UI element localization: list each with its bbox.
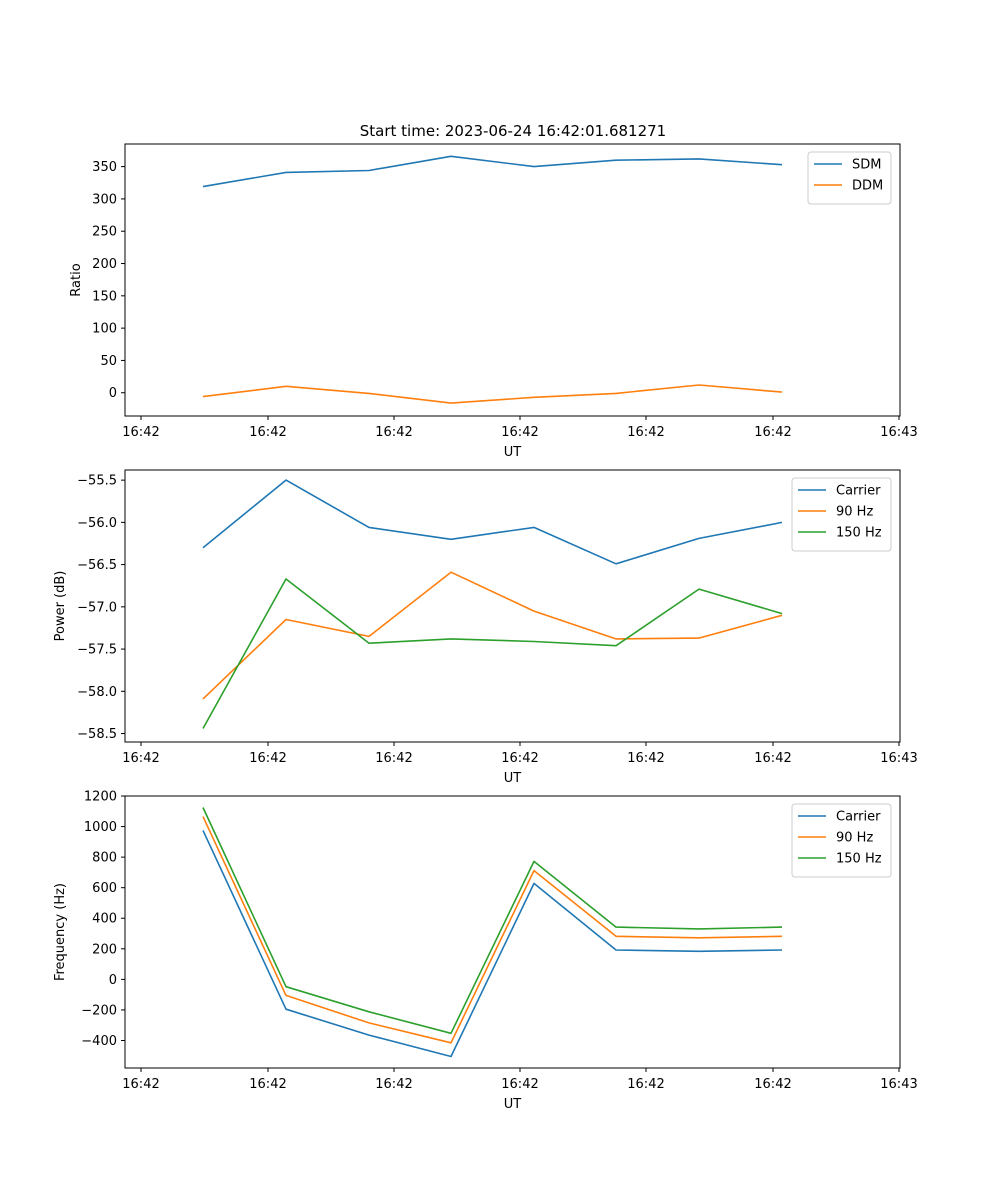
- y-tick-label: 0: [109, 973, 117, 988]
- legend: SDM DDM: [807, 151, 892, 205]
- figure-suptitle: Start time: 2023-06-24 16:42:01.681271: [360, 122, 666, 140]
- x-tick-label: 16:42: [249, 751, 286, 766]
- legend-box: [807, 151, 892, 205]
- y-tick-label: −57.5: [77, 643, 117, 658]
- x-tick-label: 16:42: [501, 425, 538, 440]
- axes-frame: [124, 469, 901, 743]
- legend: Carrier 90 Hz 150 Hz: [791, 803, 892, 878]
- x-tick-label: 16:42: [627, 751, 664, 766]
- series-line-150-hz: [202, 578, 783, 729]
- y-tick-label: −58.0: [77, 685, 117, 700]
- x-tick-label: 16:42: [375, 751, 412, 766]
- y-tick-label: 1200: [84, 790, 117, 805]
- x-tick-label: 16:42: [754, 1077, 791, 1092]
- legend-label: 150 Hz: [836, 852, 882, 867]
- x-tick-label: 16:42: [249, 425, 286, 440]
- y-tick-label: 400: [92, 912, 117, 927]
- panels-container: 16:42 16:42 16:42 16:42 16:42 16:42 16:43 0 50 10…: [53, 143, 918, 1113]
- series-line-carrier: [202, 479, 783, 565]
- legend-label: 90 Hz: [836, 505, 873, 520]
- y-axis-label: Power (dB): [53, 571, 68, 642]
- y-axis-label: Ratio: [69, 263, 84, 296]
- y-tick-label: −200: [81, 1003, 117, 1018]
- x-tick-label: 16:42: [627, 425, 664, 440]
- x-tick-label: 16:43: [880, 751, 917, 766]
- chart-panel-1: 16:42 16:42 16:42 16:42 16:42 16:42 16:43 0 50 10…: [69, 143, 918, 460]
- y-tick-label: 200: [92, 942, 117, 957]
- y-tick-label: 0: [109, 386, 117, 401]
- x-tick-label: 16:42: [122, 751, 159, 766]
- axes-frame: [124, 795, 901, 1069]
- y-tick-label: −400: [81, 1034, 117, 1049]
- x-axis-label: UT: [504, 445, 522, 460]
- legend-label: Carrier: [836, 810, 881, 825]
- chart-panel-2: 16:42 16:42 16:42 16:42 16:42 16:42 16:43 −58.5…: [53, 469, 918, 786]
- x-tick-label: 16:42: [375, 425, 412, 440]
- series-line-90-hz: [202, 571, 783, 700]
- x-axis-label: UT: [504, 771, 522, 786]
- chart-panel-3: 16:42 16:42 16:42 16:42 16:42 16:42 16:43 −400 −…: [53, 790, 918, 1113]
- x-tick-label: 16:42: [501, 1077, 538, 1092]
- x-tick-label: 16:42: [375, 1077, 412, 1092]
- y-tick-label: −56.0: [77, 516, 117, 531]
- x-tick-label: 16:42: [627, 1077, 664, 1092]
- series-line-150-hz: [202, 807, 783, 1035]
- series-line-ddm: [202, 384, 783, 404]
- y-tick-label: 250: [92, 225, 117, 240]
- y-tick-label: −58.5: [77, 727, 117, 742]
- legend-label: SDM: [852, 158, 881, 173]
- y-tick-label: 600: [92, 881, 117, 896]
- legend-label: 90 Hz: [836, 831, 873, 846]
- x-tick-label: 16:43: [880, 425, 917, 440]
- y-tick-label: −55.5: [77, 474, 117, 489]
- y-tick-label: 100: [92, 322, 117, 337]
- x-tick-label: 16:42: [754, 425, 791, 440]
- x-tick-label: 16:43: [880, 1077, 917, 1092]
- x-tick-label: 16:42: [122, 425, 159, 440]
- series-line-sdm: [202, 155, 783, 188]
- series-line-90-hz: [202, 816, 783, 1044]
- y-tick-label: −56.5: [77, 558, 117, 573]
- y-tick-label: 300: [92, 192, 117, 207]
- legend: Carrier 90 Hz 150 Hz: [791, 477, 892, 552]
- legend-label: DDM: [852, 179, 883, 194]
- x-tick-label: 16:42: [501, 751, 538, 766]
- y-tick-label: 50: [100, 354, 117, 369]
- y-tick-label: 1000: [84, 820, 117, 835]
- axes-frame: [124, 143, 901, 417]
- y-tick-label: 200: [92, 257, 117, 272]
- x-axis-label: UT: [504, 1097, 522, 1112]
- x-tick-label: 16:42: [122, 1077, 159, 1092]
- y-tick-label: 350: [92, 160, 117, 175]
- y-axis-label: Frequency (Hz): [53, 883, 68, 981]
- legend-label: 150 Hz: [836, 526, 882, 541]
- y-tick-label: 800: [92, 851, 117, 866]
- x-tick-label: 16:42: [754, 751, 791, 766]
- y-tick-label: 150: [92, 289, 117, 304]
- x-tick-label: 16:42: [249, 1077, 286, 1092]
- series-line-carrier: [202, 830, 783, 1058]
- legend-label: Carrier: [836, 484, 881, 499]
- y-tick-label: −57.0: [77, 600, 117, 615]
